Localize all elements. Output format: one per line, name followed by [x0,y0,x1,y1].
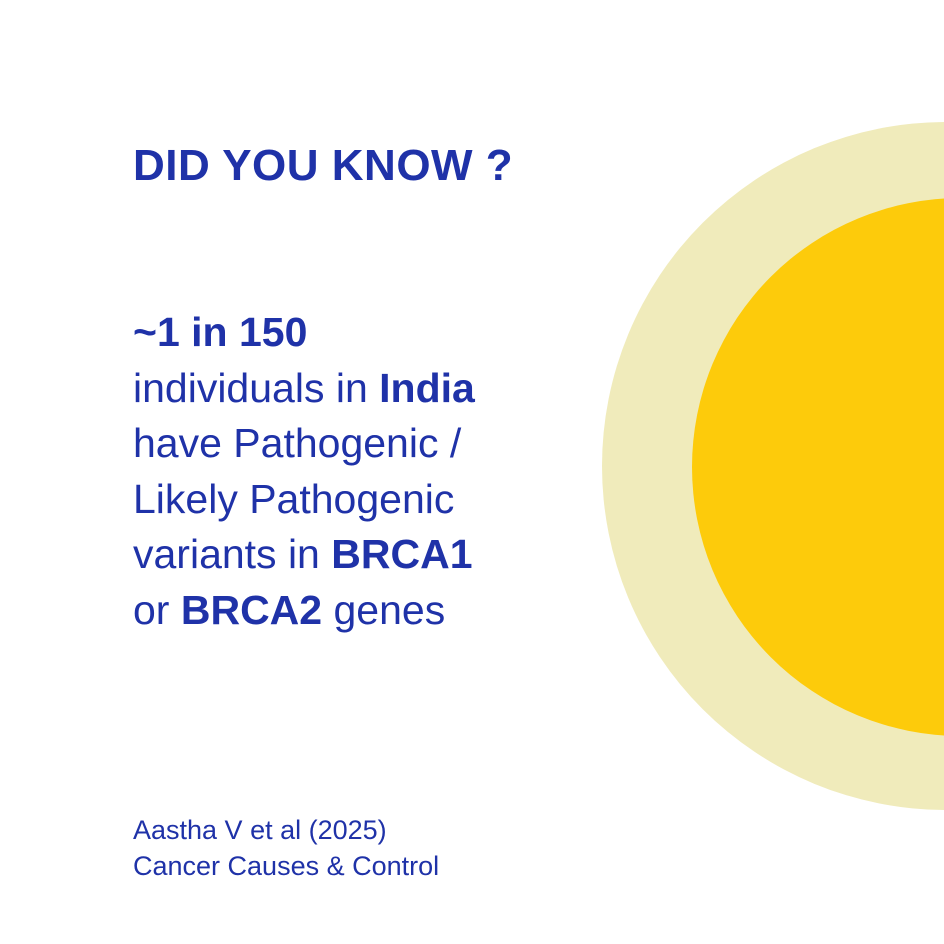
headline: DID YOU KNOW ? [133,141,514,190]
fact-line-1: ~1 in 150 [133,305,475,361]
fact-line-6-suffix: genes [322,586,446,633]
citation-authors: Aastha V et al (2025) [133,815,387,845]
citation-journal: Cancer Causes & Control [133,851,440,881]
fact-text: ~1 in 150 individuals in India have Path… [133,305,475,638]
fact-line-2-prefix: individuals in [133,364,380,411]
fact-line-6: or BRCA2 genes [133,583,475,639]
fact-country: India [379,364,475,411]
fact-line-4: Likely Pathogenic [133,475,455,522]
citation: Aastha V et al (2025) Cancer Causes & Co… [133,812,439,884]
fact-gene-brca1: BRCA1 [331,531,473,577]
fact-line-2: individuals in India [133,361,475,417]
fact-line-6-prefix: or [133,586,181,633]
fact-line-5: variants in BRCA1 [133,527,475,583]
fact-line-3: have Pathogenic / [133,420,462,466]
fact-stat: ~1 in 150 [133,309,308,355]
fact-gene-brca2: BRCA2 [180,586,323,633]
fact-line-5-prefix: variants in [133,531,332,577]
